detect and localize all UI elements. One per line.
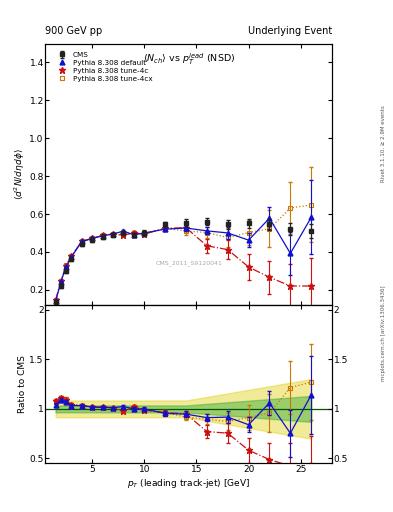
Pythia 8.308 default xyxy=(69,254,73,260)
Pythia 8.308 tune-4c xyxy=(53,297,58,303)
Pythia 8.308 tune-4cx xyxy=(121,232,126,238)
Pythia 8.308 tune-4cx xyxy=(226,234,230,241)
Pythia 8.308 default xyxy=(79,239,84,245)
Text: Rivet 3.1.10, ≥ 2.9M events: Rivet 3.1.10, ≥ 2.9M events xyxy=(381,105,386,182)
Pythia 8.308 tune-4c xyxy=(90,236,94,242)
Pythia 8.308 default xyxy=(163,226,167,232)
Pythia 8.308 default xyxy=(121,228,126,234)
Pythia 8.308 tune-4cx xyxy=(309,202,314,208)
Pythia 8.308 tune-4c xyxy=(226,247,230,253)
Line: Pythia 8.308 default: Pythia 8.308 default xyxy=(53,215,314,304)
Pythia 8.308 tune-4cx xyxy=(100,232,105,239)
Pythia 8.308 tune-4c xyxy=(246,264,251,270)
Pythia 8.308 tune-4c xyxy=(59,279,63,285)
Pythia 8.308 default xyxy=(288,250,293,257)
Legend: CMS, Pythia 8.308 default, Pythia 8.308 tune-4c, Pythia 8.308 tune-4cx: CMS, Pythia 8.308 default, Pythia 8.308 … xyxy=(51,50,154,84)
Pythia 8.308 tune-4c xyxy=(69,253,73,260)
Pythia 8.308 tune-4c xyxy=(309,283,314,289)
Pythia 8.308 tune-4cx xyxy=(163,225,167,231)
Pythia 8.308 default xyxy=(309,215,314,221)
Pythia 8.308 tune-4c xyxy=(100,232,105,239)
Pythia 8.308 default xyxy=(64,264,68,270)
Pythia 8.308 tune-4cx xyxy=(59,279,63,285)
Pythia 8.308 tune-4cx xyxy=(204,229,209,236)
Pythia 8.308 tune-4cx xyxy=(142,231,147,237)
Pythia 8.308 default xyxy=(184,225,188,231)
Pythia 8.308 tune-4cx xyxy=(64,262,68,268)
Pythia 8.308 tune-4cx xyxy=(53,297,58,303)
Pythia 8.308 default xyxy=(226,230,230,236)
Pythia 8.308 tune-4c xyxy=(142,231,147,237)
Text: mcplots.cern.ch [arXiv:1306.3436]: mcplots.cern.ch [arXiv:1306.3436] xyxy=(381,285,386,380)
Pythia 8.308 default xyxy=(59,279,63,285)
Pythia 8.308 tune-4cx xyxy=(246,229,251,236)
Pythia 8.308 tune-4c xyxy=(204,243,209,249)
Pythia 8.308 tune-4c xyxy=(184,225,188,231)
Pythia 8.308 tune-4c xyxy=(111,231,116,237)
Pythia 8.308 tune-4cx xyxy=(79,239,84,245)
Pythia 8.308 tune-4c xyxy=(132,230,136,236)
Pythia 8.308 tune-4cx xyxy=(111,231,116,237)
Pythia 8.308 tune-4c xyxy=(64,263,68,269)
Pythia 8.308 default xyxy=(132,232,136,238)
Pythia 8.308 tune-4cx xyxy=(132,230,136,236)
Pythia 8.308 tune-4cx xyxy=(69,253,73,260)
Pythia 8.308 tune-4c xyxy=(267,274,272,281)
Pythia 8.308 default xyxy=(246,237,251,243)
Pythia 8.308 tune-4cx xyxy=(288,205,293,211)
Text: 900 GeV pp: 900 GeV pp xyxy=(45,26,103,36)
Text: Underlying Event: Underlying Event xyxy=(248,26,332,36)
Pythia 8.308 default xyxy=(204,228,209,234)
X-axis label: $p_T$ (leading track-jet) [GeV]: $p_T$ (leading track-jet) [GeV] xyxy=(127,477,250,489)
Pythia 8.308 tune-4cx xyxy=(184,228,188,234)
Pythia 8.308 default xyxy=(111,231,116,237)
Pythia 8.308 default xyxy=(53,298,58,304)
Pythia 8.308 default xyxy=(90,236,94,242)
Pythia 8.308 default xyxy=(142,230,147,236)
Line: Pythia 8.308 tune-4c: Pythia 8.308 tune-4c xyxy=(53,225,314,303)
Pythia 8.308 default xyxy=(267,215,272,221)
Pythia 8.308 tune-4c xyxy=(121,232,126,238)
Text: CMS_2011_S9120041: CMS_2011_S9120041 xyxy=(155,260,222,266)
Line: Pythia 8.308 tune-4cx: Pythia 8.308 tune-4cx xyxy=(53,202,314,303)
Text: $\langle N_{ch} \rangle$ vs $p_T^{lead}$ (NSD): $\langle N_{ch} \rangle$ vs $p_T^{lead}$… xyxy=(143,51,235,67)
Pythia 8.308 default xyxy=(100,233,105,239)
Pythia 8.308 tune-4c xyxy=(79,239,84,245)
Y-axis label: $\langle d^2 N/d\eta d\phi \rangle$: $\langle d^2 N/d\eta d\phi \rangle$ xyxy=(12,148,27,200)
Pythia 8.308 tune-4cx xyxy=(267,226,272,232)
Pythia 8.308 tune-4c xyxy=(163,225,167,231)
Pythia 8.308 tune-4cx xyxy=(90,236,94,242)
Y-axis label: Ratio to CMS: Ratio to CMS xyxy=(18,355,27,413)
Pythia 8.308 tune-4c xyxy=(288,283,293,289)
